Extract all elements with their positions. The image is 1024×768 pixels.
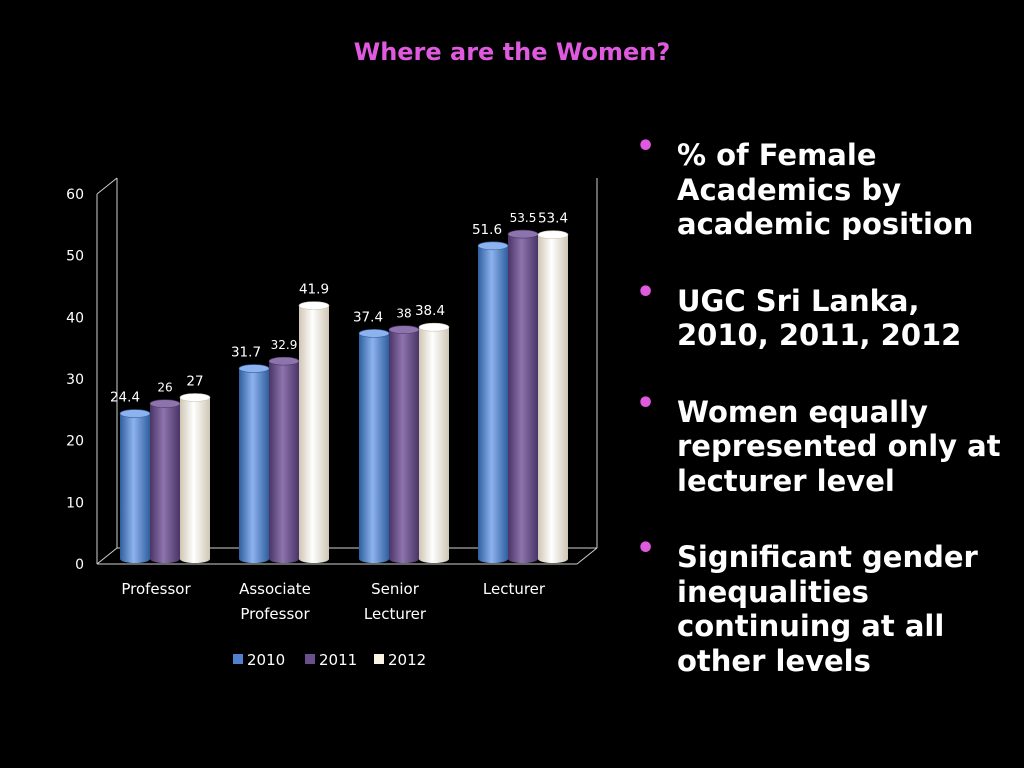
bar-body [299,305,329,563]
bar-2010-0 [119,409,151,563]
floor-left-edge [96,547,118,565]
bullet-item: • Women equally represented only at lectu… [636,386,1006,499]
bar-body [120,413,150,563]
bar-body [269,361,299,563]
data-label: 26 [157,381,172,395]
bullet-text: Women equally represented only at lectur… [677,394,1001,498]
bar-top [238,364,270,373]
bar-top [507,229,539,239]
bar-2011-3 [507,229,539,564]
data-label: 53.5 [510,211,537,225]
bullet-item: • % of Female Academics by academic posit… [636,129,1006,242]
data-label: 37.4 [353,309,383,325]
bar-chart: 0 10 20 30 40 50 60 24.4 31.7 37.4 51.6 26 32.9 38 53.… [66,177,598,669]
data-label: 31.7 [231,345,261,361]
bar-2012-1 [298,301,330,563]
bar-body [239,368,269,563]
legend-swatch [305,654,315,664]
wall-top-edge [96,177,118,195]
data-label: 41.9 [299,282,329,298]
data-label: 38.4 [415,303,445,319]
data-label: 51.6 [472,222,502,238]
bar-body [150,403,180,563]
bullet-text: Significant gender inequalities continui… [677,540,978,678]
bar-2010-3 [477,241,509,564]
bar-top [179,393,211,402]
slide-title: Where are the Women? [353,38,671,66]
bullet-dot-icon: • [636,385,656,421]
legend-swatch [233,654,243,664]
data-label: 24.4 [110,390,140,406]
data-label: 53.4 [538,211,568,227]
bullet-list: • % of Female Academics by academic posit… [636,129,1006,720]
bar-top [537,230,569,239]
bar-body [538,234,568,563]
bar-2011-0 [149,399,181,563]
bullet-dot-icon: • [636,274,656,310]
bullet-text: % of Female Academics by academic positi… [677,138,974,241]
bullet-dot-icon: • [636,129,656,164]
y-tick-label: 50 [66,249,84,265]
bar-top [268,356,300,366]
y-tick-label: 0 [75,557,84,573]
bar-2012-3 [537,230,569,563]
y-tick-label: 10 [66,495,84,511]
y-tick-label: 20 [66,434,84,450]
bullet-text: UGC Sri Lanka, 2010, 2011, 2012 [677,283,962,353]
bar-2011-1 [268,356,300,563]
bar-top [119,409,151,418]
bar-body [419,327,449,563]
bar-top [418,322,450,332]
bar-body [180,397,210,563]
bar-body [508,234,538,564]
bullet-dot-icon: • [636,531,656,566]
legend-label: 2012 [388,651,426,669]
floor-right-edge [576,547,598,565]
bar-2010-2 [358,329,390,563]
bar-top [298,301,330,310]
bar-top [477,241,509,251]
data-label: 38 [396,307,411,321]
y-tick-label: 40 [66,310,84,326]
x-tick-label: Lecturer [483,580,546,598]
legend-label: 2011 [319,651,357,669]
bar-2011-2 [388,325,420,563]
data-label: 32.9 [271,338,298,352]
bar-body [478,245,508,564]
x-tick-label: Senior [371,580,420,598]
bullet-item: • Significant gender inequalities continu… [636,531,1006,678]
data-label: 27 [186,374,203,390]
bar-body [389,329,419,563]
bar-top [149,399,181,408]
bullet-item: • UGC Sri Lanka, 2010, 2011, 2012 [636,275,1006,353]
bar-2012-2 [418,322,450,563]
bar-2010-1 [238,364,270,563]
bar-body [359,333,389,563]
bar-top [358,329,390,338]
x-tick-label: Professor [240,605,310,623]
legend-swatch [374,654,384,664]
y-tick-label: 60 [66,187,84,203]
bar-2012-0 [179,393,211,563]
y-tick-label: 30 [66,372,84,388]
bar-top [388,325,420,334]
x-tick-label: Professor [121,580,191,598]
x-tick-label: Lecturer [364,605,427,623]
x-tick-label: Associate [239,580,311,598]
legend-label: 2010 [247,651,285,669]
